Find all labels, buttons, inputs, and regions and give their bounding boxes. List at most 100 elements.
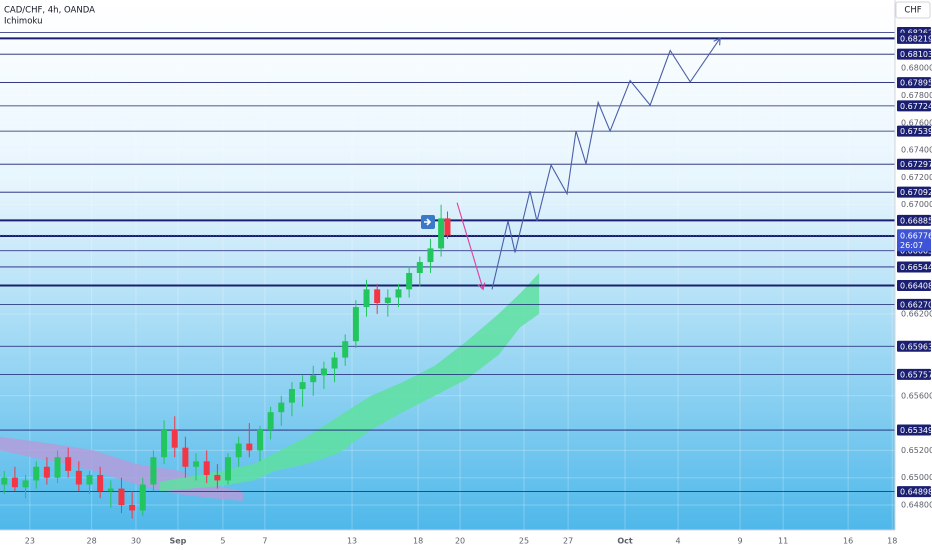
candle-body [107,488,114,492]
level-label: 0.67539 [900,127,932,136]
level-label: 0.66885 [900,216,932,225]
candle-body [374,289,381,303]
candle-body [225,457,232,481]
x-tick-label: 25 [519,537,529,546]
level-label: 0.66408 [900,282,932,291]
x-tick-label: 4 [676,537,681,546]
x-tick-label: 18 [887,537,897,546]
candle-body [1,477,8,485]
price-labels: 0.682620.682190.681030.678950.677240.675… [897,26,932,498]
projection-line [491,38,721,290]
candle-body [97,474,104,492]
candle-body [11,477,18,488]
x-tick-label: 5 [220,537,225,546]
level-label-box [897,368,931,380]
candle-body [54,457,61,478]
candle-body [438,218,445,249]
level-label-box [897,486,931,498]
level-label-box [897,280,931,292]
candle-body [363,289,370,308]
candle-body [352,307,359,342]
candle-body [86,474,93,485]
level-label-box [897,158,931,170]
x-tick-label: 9 [738,537,743,546]
candle-body [182,447,189,467]
last-price-label: 0.66776 [900,231,932,240]
y-tick-label: 0.67200 [901,173,932,182]
candle-body [320,368,327,376]
x-tick-label: 23 [25,537,35,546]
candle-body [150,457,157,485]
level-label-box [897,100,931,112]
level-label: 0.68103 [900,50,932,59]
candle-body [310,375,317,383]
level-label: 0.68219 [900,34,932,43]
level-label-box [897,125,931,137]
currency[interactable]: CHF [904,6,921,16]
level-label: 0.65349 [900,426,932,435]
candle-body [331,357,338,369]
x-tick-label: 11 [778,537,788,546]
level-label: 0.67092 [900,188,932,197]
x-tick-label: Sep [169,537,186,546]
candle-body [278,402,285,413]
level-label-box [897,77,931,89]
y-tick-label: 0.66200 [901,309,932,318]
candle-body [288,388,295,403]
level-label-box [897,298,931,310]
level-label-box [897,214,931,226]
candle-body [22,480,29,488]
projections [456,37,721,291]
candle-body [395,289,402,298]
x-tick-label: 27 [563,537,573,546]
candle-body [203,461,210,475]
y-tick-label: 0.67000 [901,200,932,209]
arrow-head [477,282,486,291]
candle-body [267,412,274,430]
arrow-head [713,37,721,46]
candle-body [427,248,434,263]
level-label-box [897,424,931,436]
candle-body [406,272,413,290]
level-label: 0.64898 [900,488,932,497]
candle-body [171,429,178,448]
x-tick-label: Oct [617,537,633,546]
y-tick-label: 0.65600 [901,391,932,400]
candle-body [161,429,168,458]
x-tick-label: 28 [87,537,97,546]
level-label: 0.67297 [900,160,932,169]
signal-icon [421,215,435,229]
candle-body [444,218,451,236]
candle-body [139,484,146,511]
countdown: 26:07 [900,241,923,250]
level-label-box [897,186,931,198]
candle-body [342,341,349,358]
level-label-box [897,261,931,273]
level-label-box [897,340,931,352]
signal-arrow [424,218,432,226]
level-label: 0.66544 [900,263,932,272]
candle-body [193,461,200,467]
x-tick-label: 13 [347,537,357,546]
chart-title: CAD/CHF, 4h, OANDA [4,6,95,16]
y-tick-label: 0.67400 [901,146,932,155]
currency-box[interactable] [895,1,931,19]
level-label: 0.65963 [900,342,932,351]
candle-body [65,457,72,471]
candle-body [75,470,82,485]
candle-body [299,382,306,389]
plot-area [0,0,895,530]
candle-body [246,443,253,451]
y-tick-label: 0.67800 [901,91,932,100]
y-tick-label: 0.67600 [901,118,932,127]
price-axis [895,0,932,550]
x-tick-label: 18 [413,537,423,546]
y-tick-label: 0.68000 [901,64,932,73]
last-price-box [897,229,931,252]
level-label-box [897,32,931,44]
y-tick-label: 0.65200 [901,446,932,455]
candle-body [118,488,125,505]
axes: 0.68000 0.67800 0.67600 0.67400 0.67200 0.670… [25,64,932,546]
